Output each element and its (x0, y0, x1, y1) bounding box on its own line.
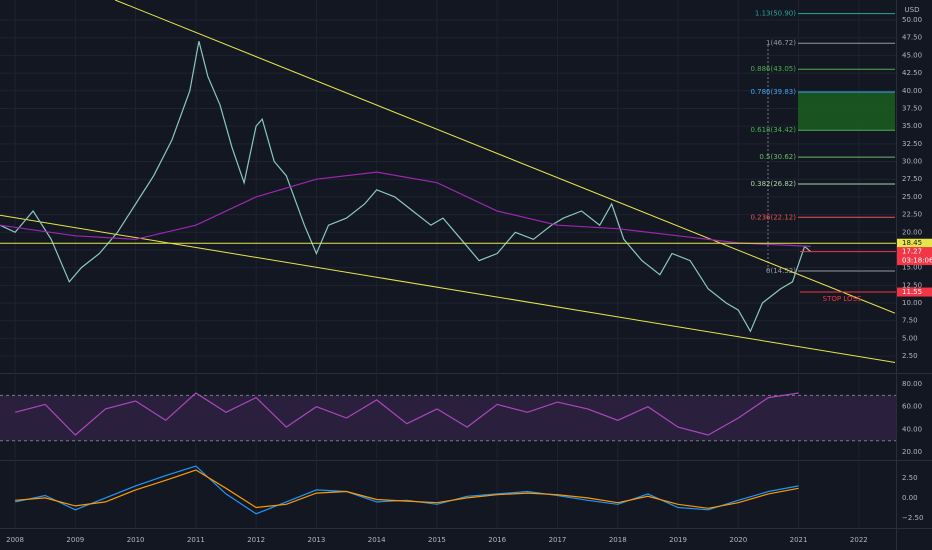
y-tick-label: 0.00 (902, 494, 918, 502)
fib-label: 0(14.52) (766, 267, 796, 275)
price-tag-timer: 03:18:06 (902, 257, 932, 265)
price-tag (897, 287, 932, 297)
y-tick-label: 22.50 (902, 211, 922, 219)
x-tick-label: 2017 (549, 536, 567, 544)
y-tick-label: 37.50 (902, 104, 922, 112)
price-tag (897, 238, 932, 248)
y-tick-label: 32.50 (902, 140, 922, 148)
fib-zone (798, 91, 895, 131)
y-tick-label: 25.00 (902, 193, 922, 201)
y-tick-label: 40.00 (902, 87, 922, 95)
fib-label: 0.618(34.42) (750, 126, 796, 134)
x-tick-label: 2020 (729, 536, 747, 544)
fib-label: 0.786(39.83) (750, 88, 796, 96)
fib-label: 0.236(22.12) (750, 213, 796, 221)
series-line (14, 465, 799, 515)
y-tick-label: 80.00 (902, 380, 922, 388)
rsi-band (0, 395, 896, 441)
x-tick-label: 2022 (850, 536, 868, 544)
fib-label: 1(46.72) (766, 39, 796, 47)
fib-label: 1.13(50.90) (755, 10, 796, 18)
y-tick-label: 7.50 (902, 317, 918, 325)
x-tick-label: 2019 (669, 536, 687, 544)
y-tick-label: 20.00 (902, 448, 922, 456)
series-line (0, 171, 811, 247)
x-tick-label: 2012 (247, 536, 265, 544)
y-tick-label: 27.50 (902, 175, 922, 183)
currency-label: USD (905, 6, 920, 14)
y-tick-label: 10.00 (902, 299, 922, 307)
trendline (114, 0, 896, 314)
y-tick-label: 20.00 (902, 228, 922, 236)
y-tick-label: 42.50 (902, 69, 922, 77)
x-tick-label: 2011 (187, 536, 205, 544)
x-tick-label: 2013 (308, 536, 326, 544)
x-tick-label: 2014 (368, 536, 386, 544)
x-tick-label: 2009 (66, 536, 84, 544)
trendline (0, 214, 896, 363)
x-tick-label: 2015 (428, 536, 446, 544)
y-tick-label: 47.50 (902, 34, 922, 42)
y-tick-label: 2.50 (902, 352, 918, 360)
x-tick-label: 2021 (790, 536, 808, 544)
fib-label: 0.886(43.05) (750, 65, 796, 73)
price-tag-value: 17.27 (902, 248, 922, 256)
x-tick-label: 2018 (609, 536, 627, 544)
y-tick-label: −2.50 (902, 514, 923, 522)
y-tick-label: 30.00 (902, 158, 922, 166)
y-tick-label: 5.00 (902, 334, 918, 342)
y-tick-label: 2.50 (902, 474, 918, 482)
fib-label: 0.382(26.82) (750, 180, 796, 188)
series-line (0, 41, 811, 333)
series-line (14, 392, 799, 436)
y-tick-label: 40.00 (902, 425, 922, 433)
y-tick-label: 50.00 (902, 16, 922, 24)
series-line (15, 469, 799, 509)
y-tick-label: 12.50 (902, 281, 922, 289)
price-tag-value: 11.55 (902, 288, 922, 296)
fib-label: 0.5(30.62) (759, 153, 796, 161)
x-tick-label: 2008 (6, 536, 24, 544)
y-tick-label: 60.00 (902, 403, 922, 411)
annotation: STOP LOSS (823, 295, 862, 303)
y-tick-label: 15.00 (902, 264, 922, 272)
y-tick-label: 35.00 (902, 122, 922, 130)
y-tick-label: 45.00 (902, 51, 922, 59)
x-tick-label: 2016 (488, 536, 506, 544)
x-tick-label: 2010 (127, 536, 145, 544)
price-tag (897, 247, 932, 266)
price-tag-value: 18.45 (902, 239, 922, 247)
